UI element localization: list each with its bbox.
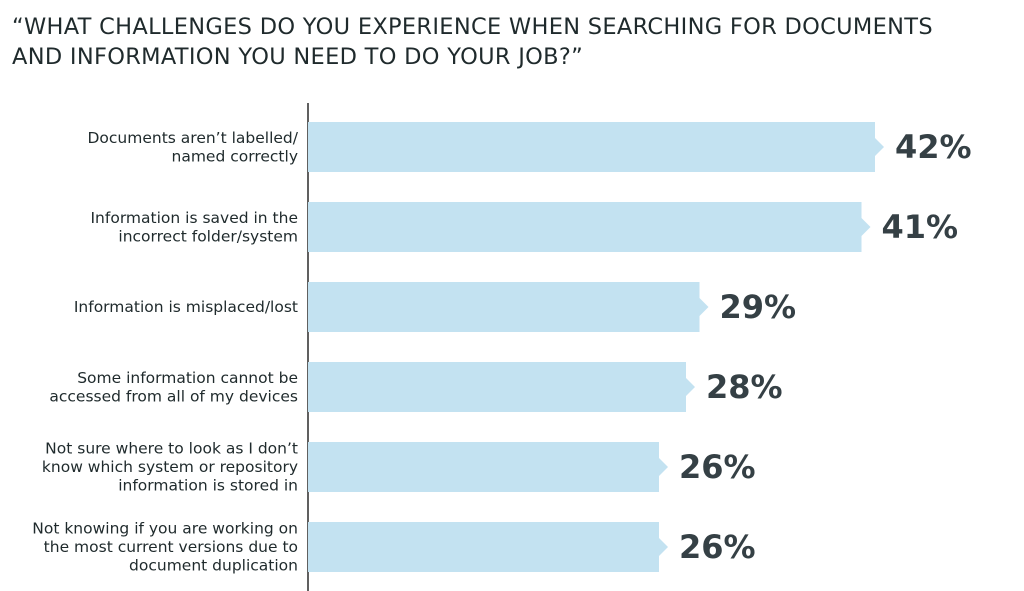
bar-1	[308, 202, 871, 252]
category-label-4-line-0: Not sure where to look as I don’t	[45, 440, 298, 458]
value-label-4: 26%	[679, 448, 756, 486]
bar-3	[308, 362, 695, 412]
value-label-3: 28%	[706, 368, 783, 406]
value-label-5: 26%	[679, 528, 756, 566]
chart-title-line-1: “WHAT CHALLENGES DO YOU EXPERIENCE WHEN …	[12, 14, 933, 40]
value-label-2: 29%	[720, 288, 797, 326]
bar-2	[308, 282, 709, 332]
category-label-5-line-1: the most current versions due to	[44, 538, 298, 556]
chart-title-line-2: AND INFORMATION YOU NEED TO DO YOUR JOB?…	[12, 44, 584, 70]
bar-5	[308, 522, 668, 572]
value-label-0: 42%	[895, 128, 972, 166]
category-label-5-line-2: document duplication	[129, 557, 298, 575]
category-label-5-line-0: Not knowing if you are working on	[32, 520, 298, 538]
bar-4	[308, 442, 668, 492]
category-label-4-line-2: information is stored in	[118, 477, 298, 495]
category-label-3-line-0: Some information cannot be	[77, 369, 298, 387]
chart-title: “WHAT CHALLENGES DO YOU EXPERIENCE WHEN …	[12, 12, 1017, 72]
value-label-1: 41%	[882, 208, 959, 246]
category-label-1-line-0: Information is saved in the	[90, 209, 298, 227]
bar-0	[308, 122, 884, 172]
category-label-1-line-1: incorrect folder/system	[118, 227, 298, 245]
category-label-4-line-1: know which system or repository	[42, 458, 298, 476]
category-label-0-line-1: named correctly	[172, 147, 298, 165]
category-label-0-line-0: Documents aren’t labelled/	[87, 129, 298, 147]
category-label-2-line-0: Information is misplaced/lost	[74, 298, 298, 316]
category-label-3-line-1: accessed from all of my devices	[49, 387, 298, 405]
